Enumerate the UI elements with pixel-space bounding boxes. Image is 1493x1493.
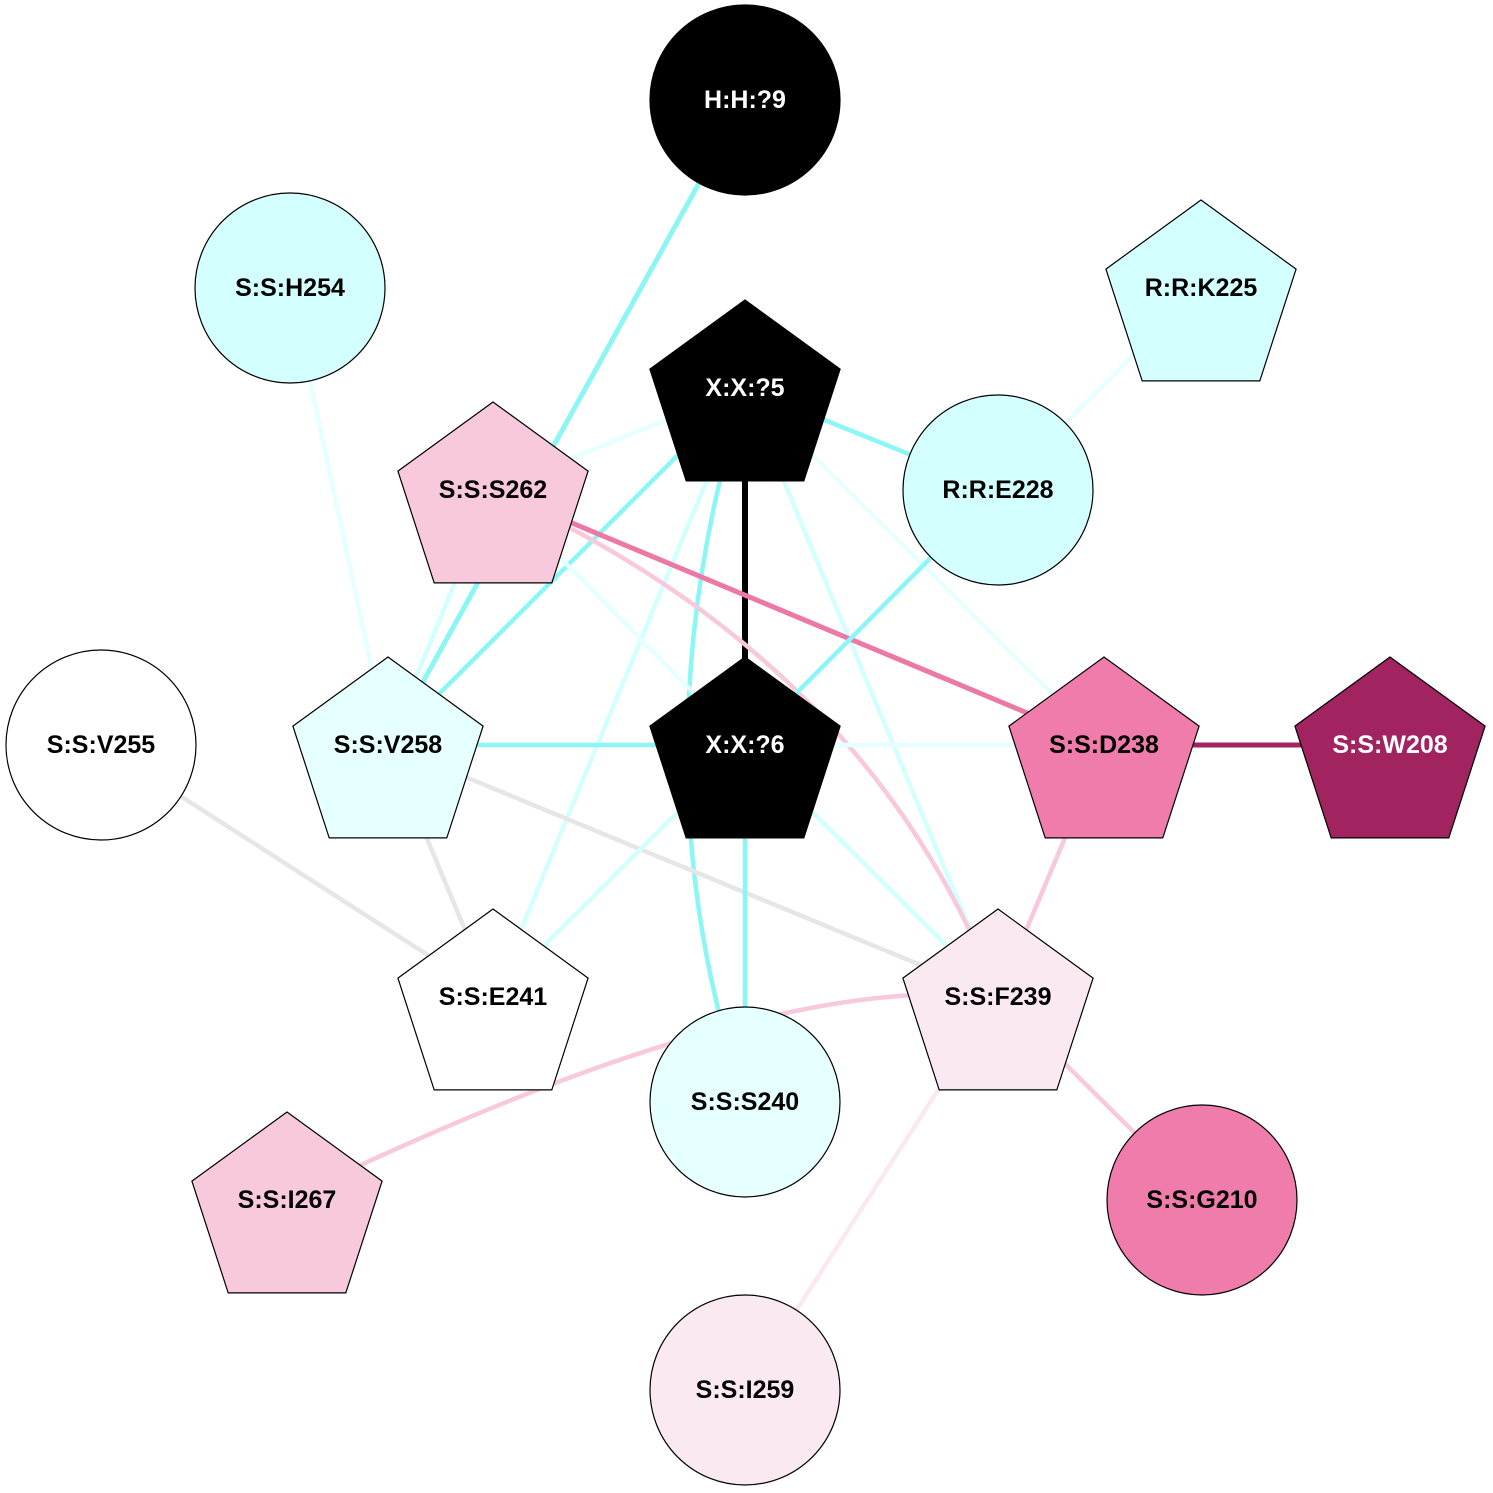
node-label-s-s-s240: S:S:S240 <box>691 1088 799 1116</box>
node-label-s-s-g210: S:S:G210 <box>1146 1186 1257 1214</box>
node-shape-s-s-e241 <box>397 908 589 1091</box>
node-label-s-s-i267: S:S:I267 <box>238 1186 337 1214</box>
node-shape-h-h-9 <box>649 4 841 196</box>
node-r-r-e228[interactable]: R:R:E228 <box>902 394 1094 586</box>
node-label-s-s-s262: S:S:S262 <box>439 476 547 504</box>
node-shape-x-x-5 <box>649 299 841 482</box>
node-s-s-h254[interactable]: S:S:H254 <box>194 192 386 384</box>
node-s-s-s240[interactable]: S:S:S240 <box>649 1006 841 1198</box>
node-h-h-9[interactable]: H:H:?9 <box>649 4 841 196</box>
node-shape-s-s-f239 <box>902 908 1094 1091</box>
node-label-s-s-w208: S:S:W208 <box>1332 731 1447 759</box>
node-x-x-5[interactable]: X:X:?5 <box>649 299 841 482</box>
node-s-s-v258[interactable]: S:S:V258 <box>292 656 484 839</box>
node-shape-r-r-e228 <box>902 394 1094 586</box>
node-shape-x-x-6 <box>649 656 841 839</box>
node-x-x-6[interactable]: X:X:?6 <box>649 656 841 839</box>
node-shape-s-s-h254 <box>194 192 386 384</box>
node-shape-s-s-w208 <box>1294 656 1486 839</box>
node-r-r-k225[interactable]: R:R:K225 <box>1105 199 1297 382</box>
node-shape-s-s-i267 <box>191 1111 383 1294</box>
node-label-s-s-f239: S:S:F239 <box>945 983 1052 1011</box>
node-shape-s-s-s240 <box>649 1006 841 1198</box>
node-s-s-e241[interactable]: S:S:E241 <box>397 908 589 1091</box>
node-shape-s-s-g210 <box>1106 1104 1298 1296</box>
edge-s-s-s262-to-s-s-d238 <box>492 487 1105 748</box>
node-s-s-s262[interactable]: S:S:S262 <box>397 401 589 584</box>
node-shape-r-r-k225 <box>1105 199 1297 382</box>
edge-s-s-s262-to-s-s-f239 <box>492 487 1001 998</box>
edge-s-s-f239-to-s-s-i267 <box>286 991 999 1203</box>
edge-s-s-v258-to-s-s-f239 <box>387 742 999 1000</box>
node-label-s-s-d238: S:S:D238 <box>1049 731 1159 759</box>
node-label-s-s-v258: S:S:V258 <box>334 731 442 759</box>
node-layer: H:H:?9 S:S:H254 R:R:K225 X:X:?5 S:S:S262 R:R:… <box>5 4 1486 1486</box>
node-label-s-s-h254: S:S:H254 <box>235 274 345 302</box>
node-s-s-f239[interactable]: S:S:F239 <box>902 908 1094 1091</box>
node-label-x-x-6: X:X:?6 <box>705 731 784 759</box>
node-label-x-x-5: X:X:?5 <box>705 374 784 402</box>
node-label-r-r-k225: R:R:K225 <box>1145 274 1258 302</box>
edge-x-x-5-to-s-s-f239 <box>742 387 1001 998</box>
node-shape-s-s-d238 <box>1008 656 1200 839</box>
node-shape-s-s-i259 <box>649 1294 841 1486</box>
edge-h-h-9-to-s-s-v258 <box>385 98 748 747</box>
node-shape-s-s-v258 <box>292 656 484 839</box>
node-shape-s-s-s262 <box>397 401 589 584</box>
node-label-s-s-v255: S:S:V255 <box>47 731 155 759</box>
node-s-s-i267[interactable]: S:S:I267 <box>191 1111 383 1294</box>
node-label-s-s-e241: S:S:E241 <box>439 983 547 1011</box>
node-s-s-d238[interactable]: S:S:D238 <box>1008 656 1200 839</box>
node-s-s-w208[interactable]: S:S:W208 <box>1294 656 1486 839</box>
node-label-h-h-9: H:H:?9 <box>704 86 786 114</box>
node-s-s-v255[interactable]: S:S:V255 <box>5 649 197 841</box>
edge-x-x-5-to-s-s-e241 <box>490 387 748 998</box>
node-s-s-g210[interactable]: S:S:G210 <box>1106 1104 1298 1296</box>
node-label-s-s-i259: S:S:I259 <box>696 1376 795 1404</box>
node-label-r-r-e228: R:R:E228 <box>942 476 1053 504</box>
node-shape-s-s-v255 <box>5 649 197 841</box>
node-s-s-i259[interactable]: S:S:I259 <box>649 1294 841 1486</box>
